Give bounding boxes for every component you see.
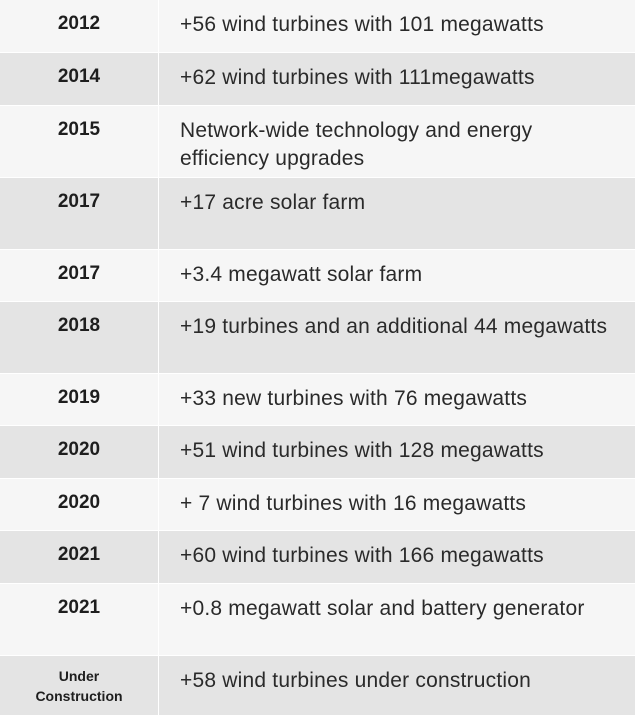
table-row: 2019 +33 new turbines with 76 megawatts <box>0 373 635 425</box>
year-cell: 2020 <box>0 478 159 530</box>
description-cell: +3.4 megawatt solar farm <box>180 262 423 286</box>
description-cell: +58 wind turbines under construction <box>180 668 531 692</box>
description-cell: +51 wind turbines with 128 megawatts <box>180 438 544 462</box>
year-line-2: Construction <box>35 687 123 704</box>
description-cell: +17 acre solar farm <box>180 190 366 214</box>
table-row: Under Construction +58 wind turbines und… <box>0 655 635 715</box>
table-row: 2021 +60 wind turbines with 166 megawatt… <box>0 530 635 583</box>
description-cell: + 7 wind turbines with 16 megawatts <box>180 491 527 515</box>
table-row: 2012 +56 wind turbines with 101 megawatt… <box>0 0 635 52</box>
year-cell: 2014 <box>0 52 159 105</box>
table-row: 2020 + 7 wind turbines with 16 megawatts <box>0 478 635 530</box>
table-row: 2021 +0.8 megawatt solar and battery gen… <box>0 583 635 655</box>
description-cell: +33 new turbines with 76 megawatts <box>180 386 528 410</box>
year-cell: 2021 <box>0 583 159 655</box>
year-cell: Under Construction <box>0 655 159 715</box>
year-cell: 2012 <box>0 0 159 52</box>
year-cell: 2017 <box>0 177 159 249</box>
year-cell: 2018 <box>0 301 159 373</box>
description-cell: +19 turbines and an additional 44 megawa… <box>180 314 608 338</box>
description-cell: +56 wind turbines with 101 megawatts <box>180 13 544 36</box>
description-cell: +0.8 megawatt solar and battery generato… <box>180 596 585 620</box>
description-cell: +62 wind turbines with 111megawatts <box>180 65 535 89</box>
year-cell: 2021 <box>0 530 159 583</box>
year-cell: 2015 <box>0 105 159 177</box>
description-cell: Network-wide technology and energy effic… <box>180 118 533 170</box>
description-cell: +60 wind turbines with 166 megawatts <box>180 543 544 567</box>
table-row: 2020 +51 wind turbines with 128 megawatt… <box>0 425 635 478</box>
year-cell: 2020 <box>0 425 159 478</box>
year-cell: 2019 <box>0 373 159 425</box>
year-line-1: Under <box>58 667 100 684</box>
year-cell: 2017 <box>0 249 159 301</box>
table-row: 2017 +17 acre solar farm <box>0 177 635 249</box>
table-row: 2017 +3.4 megawatt solar farm <box>0 249 635 301</box>
table-row: 2015 Network-wide technology and energy … <box>0 105 635 177</box>
table-row: 2014 +62 wind turbines with 111megawatts <box>0 52 635 105</box>
table-row: 2018 +19 turbines and an additional 44 m… <box>0 301 635 373</box>
